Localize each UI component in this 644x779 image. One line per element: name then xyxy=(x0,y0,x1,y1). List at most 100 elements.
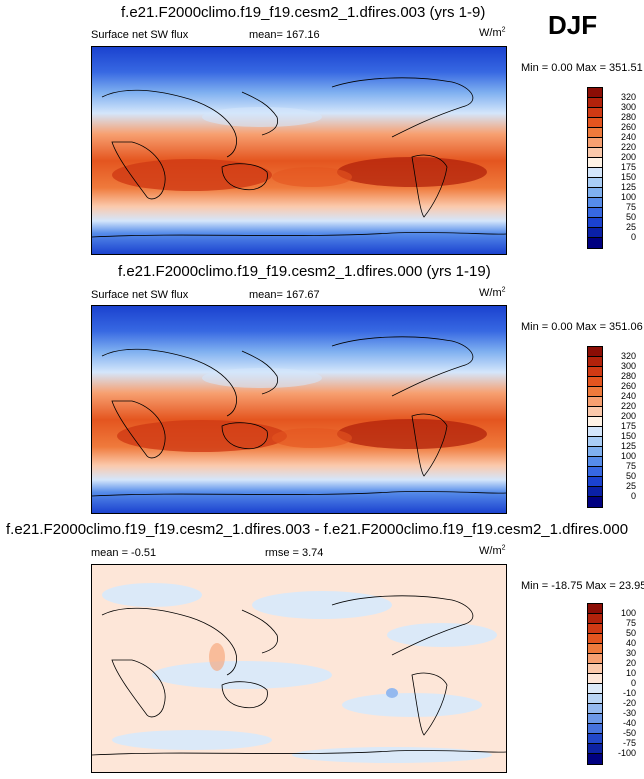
panel-2-colorbar-cell xyxy=(588,407,602,417)
colorbar-tick: -30 xyxy=(622,708,636,718)
colorbar-tick: 40 xyxy=(625,638,636,648)
panel-2-colorbar-cell xyxy=(588,377,602,387)
panel-1-map-field xyxy=(92,47,506,254)
colorbar-tick: 100 xyxy=(620,608,636,618)
panel-1-title: f.e21.F2000climo.f19_f19.cesm2_1.dfires.… xyxy=(121,4,486,21)
panel-2-colorbar-cell xyxy=(588,437,602,447)
colorbar-tick: 20 xyxy=(625,658,636,668)
panel-3-colorbar-cell xyxy=(588,714,602,724)
panel-2-colorbar-cell xyxy=(588,347,602,357)
panel-1-colorbar-cell xyxy=(588,138,602,148)
panel-1-colorbar-cell xyxy=(588,88,602,98)
panel-3-colorbar-cell xyxy=(588,624,602,634)
panel-1-colorbar-cell xyxy=(588,198,602,208)
panel-3-rmse-label: rmse = 3.74 xyxy=(265,547,324,559)
panel-1-colorbar-cell xyxy=(588,188,602,198)
panel-2-colorbar-cell xyxy=(588,477,602,487)
panel-2-mean-label: mean= 167.67 xyxy=(249,289,320,301)
colorbar-tick: -50 xyxy=(622,728,636,738)
panel-1-map xyxy=(91,46,507,255)
colorbar-tick: 320 xyxy=(620,351,636,361)
panel-3-colorbar-cell xyxy=(588,694,602,704)
panel-1-colorbar-cell xyxy=(588,228,602,238)
colorbar-tick: 100 xyxy=(620,192,636,202)
panel-2-colorbar-cell xyxy=(588,467,602,477)
colorbar-tick: 25 xyxy=(625,481,636,491)
panel-3-colorbar-cell xyxy=(588,744,602,754)
colorbar-tick: 150 xyxy=(620,431,636,441)
panel-1-colorbar-cell xyxy=(588,178,602,188)
colorbar-tick: 300 xyxy=(620,102,636,112)
panel-1-colorbar-cell xyxy=(588,168,602,178)
panel-3-minmax: Min = -18.75 Max = 23.95 xyxy=(521,580,644,592)
colorbar-tick: 175 xyxy=(620,162,636,172)
colorbar-tick: -75 xyxy=(622,738,636,748)
colorbar-tick: -40 xyxy=(622,718,636,728)
colorbar-tick: 10 xyxy=(625,668,636,678)
colorbar-tick: 0 xyxy=(630,491,636,501)
panel-1-colorbar xyxy=(587,87,603,249)
colorbar-tick: 30 xyxy=(625,648,636,658)
panel-2-colorbar-cell xyxy=(588,447,602,457)
colorbar-tick: 200 xyxy=(620,152,636,162)
panel-3-colorbar-cell xyxy=(588,684,602,694)
panel-3-colorbar-cell xyxy=(588,604,602,614)
colorbar-tick: 240 xyxy=(620,391,636,401)
panel-2-colorbar-cell xyxy=(588,417,602,427)
panel-2-units: W/m2 xyxy=(479,286,506,299)
panel-2-minmax: Min = 0.00 Max = 351.06 xyxy=(521,321,643,333)
panel-3-colorbar-cell xyxy=(588,614,602,624)
colorbar-tick: -100 xyxy=(617,748,636,758)
colorbar-tick: 0 xyxy=(630,232,636,242)
panel-1-colorbar-cell xyxy=(588,128,602,138)
colorbar-tick: 220 xyxy=(620,401,636,411)
panel-3-mean-label: mean = -0.51 xyxy=(91,547,157,559)
colorbar-tick: 280 xyxy=(620,112,636,122)
colorbar-tick: -20 xyxy=(622,698,636,708)
panel-3-colorbar-cell xyxy=(588,644,602,654)
panel-3-colorbar-cell xyxy=(588,674,602,684)
colorbar-tick: 125 xyxy=(620,441,636,451)
panel-1-colorbar-cell xyxy=(588,208,602,218)
colorbar-tick: 75 xyxy=(625,461,636,471)
panel-1-colorbar-cell xyxy=(588,218,602,228)
panel-2-field-label: Surface net SW flux xyxy=(91,289,189,301)
panel-3-colorbar-cell xyxy=(588,724,602,734)
colorbar-tick: 100 xyxy=(620,451,636,461)
panel-1-colorbar-cell xyxy=(588,108,602,118)
panel-1-field-label: Surface net SW flux xyxy=(91,29,189,41)
colorbar-tick: 75 xyxy=(625,202,636,212)
panel-2-colorbar-cell xyxy=(588,357,602,367)
panel-3-colorbar-cell xyxy=(588,634,602,644)
colorbar-tick: 280 xyxy=(620,371,636,381)
panel-1-colorbar-cell xyxy=(588,238,602,248)
colorbar-tick: -10 xyxy=(622,688,636,698)
panel-1-colorbar-cell xyxy=(588,148,602,158)
panel-2-map xyxy=(91,305,507,514)
panel-1-units: W/m2 xyxy=(479,26,506,39)
panel-3-title: f.e21.F2000climo.f19_f19.cesm2_1.dfires.… xyxy=(6,521,629,538)
panel-1-colorbar-cell xyxy=(588,98,602,108)
panel-1-mean-label: mean= 167.16 xyxy=(249,29,320,41)
panel-2-colorbar-cell xyxy=(588,457,602,467)
colorbar-tick: 260 xyxy=(620,381,636,391)
colorbar-tick: 220 xyxy=(620,142,636,152)
colorbar-tick: 50 xyxy=(625,628,636,638)
panel-3-colorbar-cell xyxy=(588,654,602,664)
colorbar-tick: 175 xyxy=(620,421,636,431)
colorbar-tick: 260 xyxy=(620,122,636,132)
colorbar-tick: 240 xyxy=(620,132,636,142)
colorbar-tick: 150 xyxy=(620,172,636,182)
colorbar-tick: 320 xyxy=(620,92,636,102)
panel-1-colorbar-cell xyxy=(588,158,602,168)
panel-3-colorbar-cell xyxy=(588,734,602,744)
colorbar-tick: 50 xyxy=(625,471,636,481)
colorbar-tick: 200 xyxy=(620,411,636,421)
colorbar-tick: 125 xyxy=(620,182,636,192)
panel-2-colorbar-cell xyxy=(588,387,602,397)
panel-3-colorbar-cell xyxy=(588,754,602,764)
panel-2-colorbar-cell xyxy=(588,427,602,437)
panel-1-colorbar-cell xyxy=(588,118,602,128)
colorbar-tick: 25 xyxy=(625,222,636,232)
panel-2-colorbar xyxy=(587,346,603,508)
